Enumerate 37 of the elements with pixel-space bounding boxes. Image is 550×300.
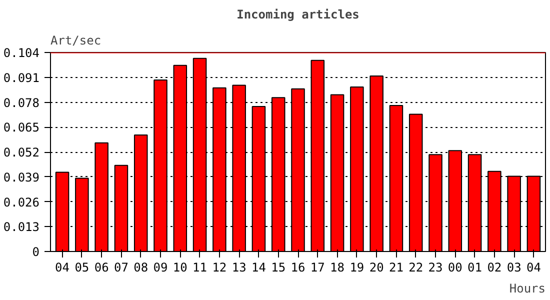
y-tick-label: 0.091	[3, 70, 40, 85]
x-tick-label: 11	[192, 260, 208, 274]
x-tick-label: 04	[526, 260, 541, 274]
x-tick-label: 19	[350, 260, 364, 274]
x-tick-label: 23	[428, 260, 443, 274]
x-tick-label: 02	[487, 260, 502, 274]
y-tick-label: 0.013	[3, 220, 40, 234]
x-tick-label: 12	[212, 260, 227, 274]
x-tick-label: 17	[310, 260, 325, 274]
x-tick-label: 07	[114, 260, 128, 274]
x-tick-label: 10	[172, 260, 188, 274]
x-tick-label: 06	[94, 260, 109, 274]
x-tick-label: 05	[74, 260, 90, 274]
x-tick-label: 16	[290, 260, 306, 274]
x-axis-title: Hours	[509, 282, 546, 296]
x-tick-label: 09	[153, 260, 168, 274]
y-tick-label: 0.104	[3, 46, 40, 60]
y-tick-label: 0.078	[3, 96, 40, 110]
x-tick-label: 21	[388, 260, 404, 274]
x-tick-label: 01	[468, 260, 482, 274]
x-tick-label: 03	[506, 260, 522, 274]
x-tick-label: 13	[232, 260, 246, 274]
x-tick-label: 22	[408, 260, 424, 274]
y-tick-label: 0.052	[3, 146, 40, 160]
y-axis-title: Art/sec	[50, 34, 102, 48]
chart-title: Incoming articles	[236, 8, 360, 22]
x-tick-label: 04	[55, 260, 70, 274]
x-tick-label: 14	[251, 260, 266, 274]
x-tick-label: 00	[448, 260, 462, 274]
x-tick-label: 15	[271, 260, 286, 274]
y-tick-label: 0.065	[3, 120, 40, 135]
x-tick-label: 20	[369, 260, 384, 274]
x-tick-label: 18	[330, 260, 345, 274]
y-tick-label: 0	[32, 245, 40, 259]
x-tick-label: 08	[134, 260, 148, 274]
y-tick-label: 0.026	[3, 195, 40, 210]
y-tick-label: 0.039	[3, 170, 40, 184]
